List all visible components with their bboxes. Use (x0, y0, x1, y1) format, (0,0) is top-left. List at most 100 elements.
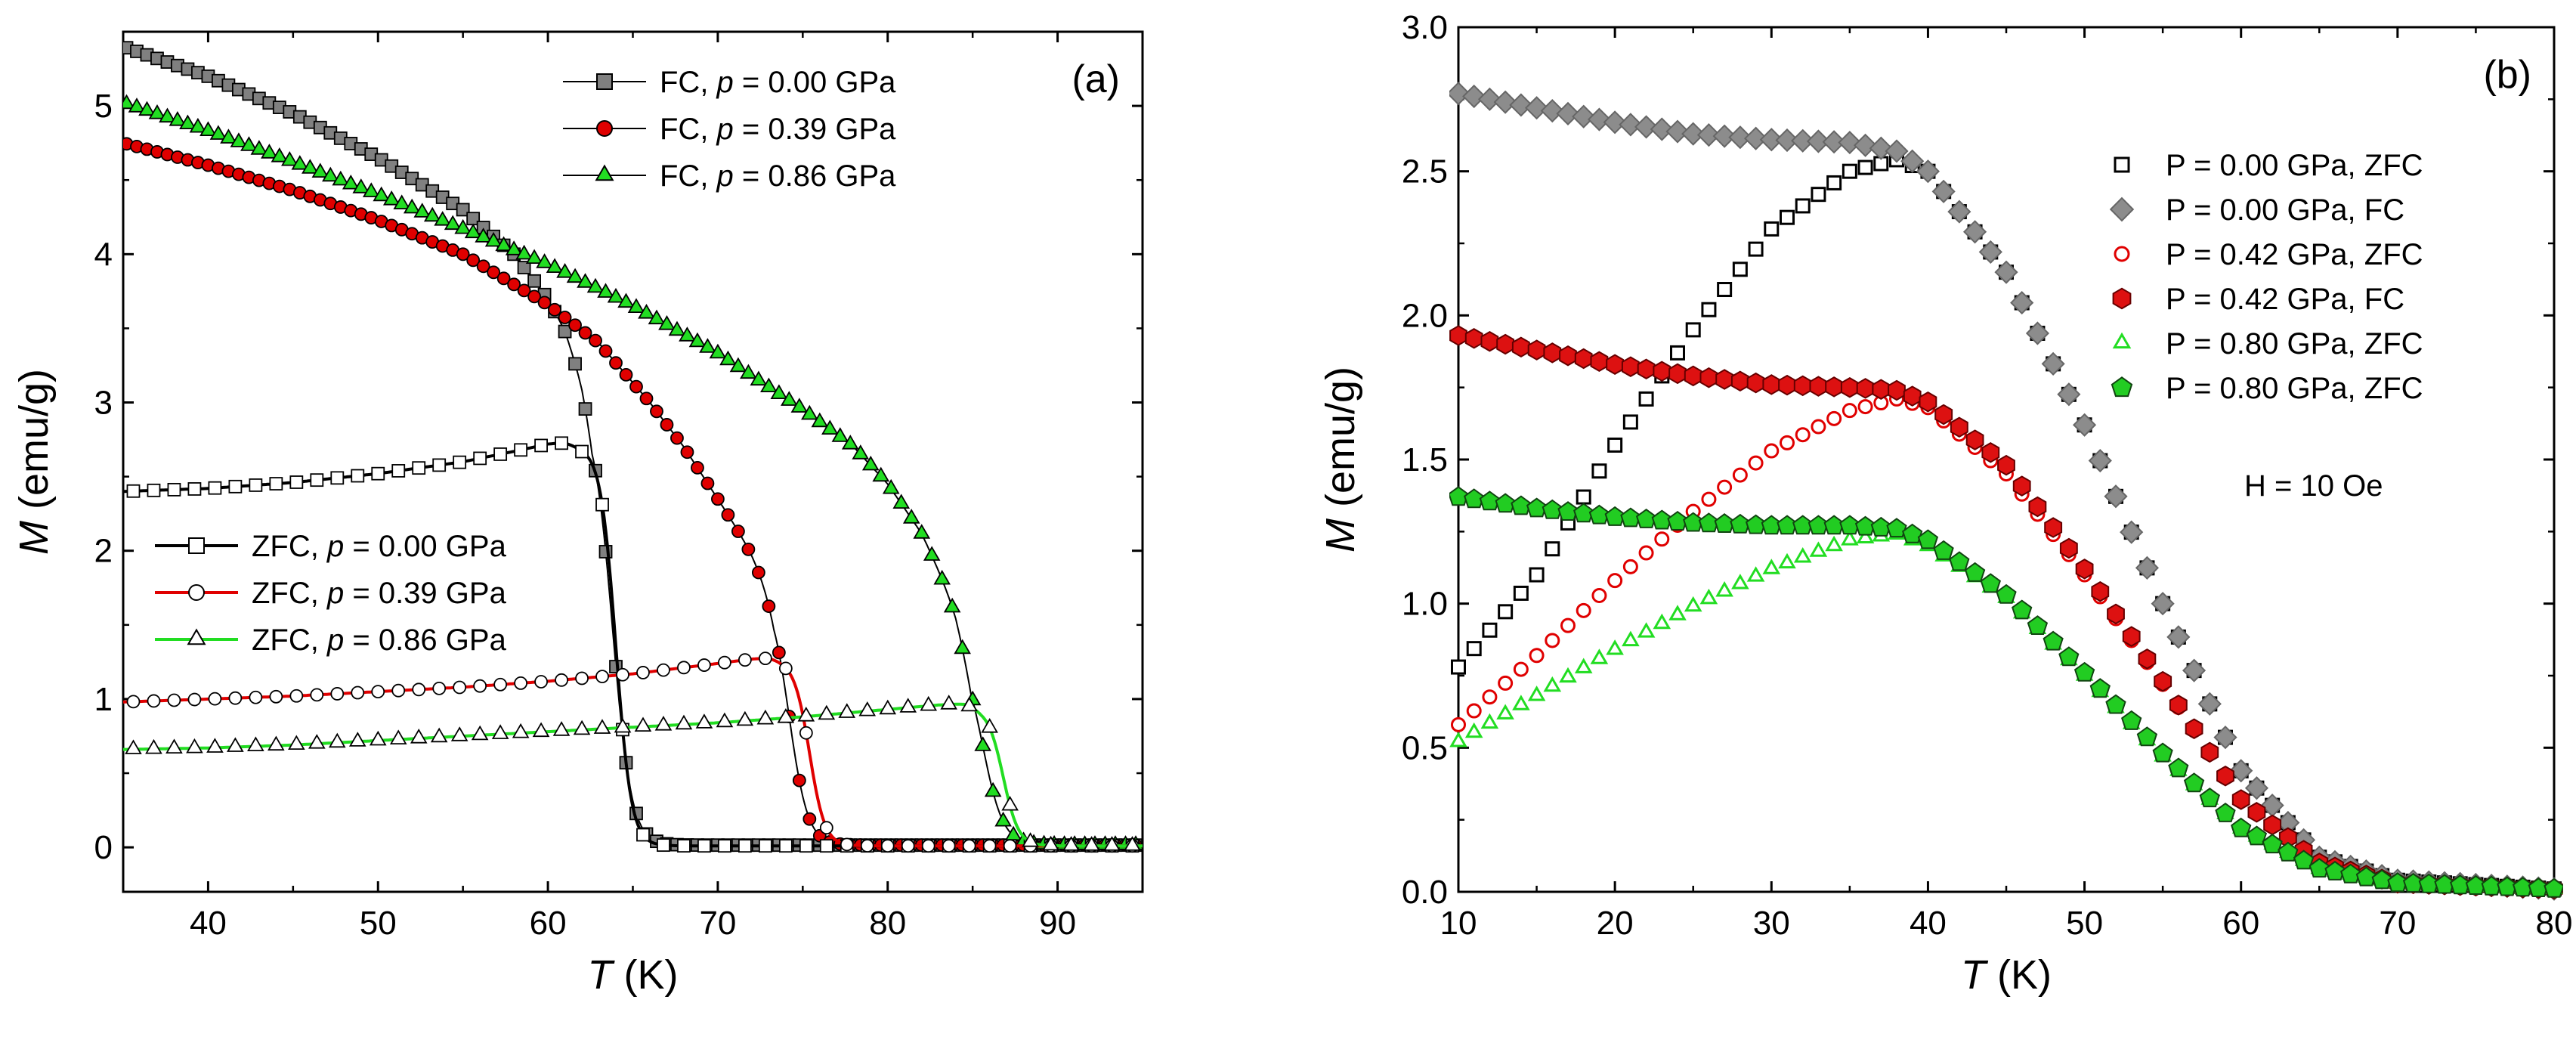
b-data-point-b_fc1 (2075, 559, 2094, 580)
b-data-point-b_zfc0 (1591, 463, 1607, 479)
b-data-point-b_fc0 (1916, 159, 1941, 184)
b-data-point-b_fc1 (2231, 789, 2250, 810)
b-data-point-b_zfc2 (1715, 580, 1733, 597)
b-data-point-b_fc0 (2135, 555, 2160, 580)
b-data-point-b_fc0 (1509, 93, 1533, 117)
b-data-point-b_zfc0 (1622, 414, 1638, 430)
a-data-point-zfc1 (187, 692, 202, 707)
a-data-point-zfc1 (575, 671, 589, 685)
b-data-point-b_fc2 (1604, 506, 1625, 526)
b-data-point-b_fc1 (1872, 379, 1891, 400)
a-data-point-fc2 (271, 147, 289, 162)
a-data-point-zfc1 (126, 695, 141, 709)
a-legend-label-fc1: FC, p = 0.39 GPa (660, 113, 896, 146)
b-data-point-b_fc1 (1746, 372, 1765, 394)
a-data-point-fc2 (189, 117, 207, 133)
b-data-point-b_fc2 (2324, 860, 2346, 880)
a-data-point-fc2 (597, 283, 614, 298)
b-data-point-b_fc1 (1449, 325, 1467, 346)
a-data-point-zfc2 (960, 696, 978, 712)
b-data-point-b_zfc2 (1590, 648, 1609, 664)
b-data-point-b_zfc1 (1498, 675, 1514, 691)
a-data-point-fc2 (994, 811, 1012, 827)
a-data-point-zfc2 (675, 714, 693, 730)
b-xtick-label: 50 (2066, 905, 2103, 942)
a-data-point-fc0 (456, 203, 470, 217)
b-data-point-b_fc1 (1606, 354, 1625, 375)
a-data-point-zfc2 (1001, 796, 1019, 811)
b-data-point-b_fc0 (1712, 124, 1736, 148)
b-data-point-b_fc1 (1590, 351, 1609, 373)
a-data-point-zfc0 (738, 839, 752, 853)
b-data-point-b_fc2 (2278, 841, 2299, 862)
b-data-point-b_fc1 (2185, 718, 2203, 739)
a-data-point-zfc1 (391, 683, 406, 698)
a-data-point-fc2 (484, 231, 503, 247)
b-data-point-b_fc0 (1603, 110, 1627, 135)
a-data-point-fc0 (517, 261, 531, 274)
b-data-point-b_fc0 (1572, 104, 1596, 128)
b-data-point-b_fc2 (1479, 491, 1501, 511)
b-legend-marker-b_zfc2 (2112, 332, 2132, 349)
b-data-point-b_fc1 (2169, 695, 2188, 716)
a-data-point-fc2 (852, 444, 870, 460)
a-data-point-zfc1 (738, 653, 752, 667)
a-data-point-zfc2 (797, 706, 815, 722)
a-data-point-fc1 (772, 645, 786, 660)
a-data-point-fc2 (943, 597, 961, 613)
b-data-point-b_zfc2 (1762, 559, 1781, 574)
b-xtick-label: 60 (2222, 905, 2259, 942)
a-data-point-fc2 (393, 194, 411, 210)
a-data-point-fc2 (892, 494, 911, 509)
a-data-point-fc1 (609, 356, 623, 370)
b-data-point-b_zfc0 (1780, 209, 1795, 225)
a-data-point-zfc1 (412, 682, 426, 697)
a-data-point-zfc2 (369, 730, 387, 746)
a-ytick-label: 2 (94, 533, 113, 570)
a-legend-marker-zfc2 (187, 628, 206, 645)
a-data-point-fc2 (525, 249, 543, 265)
a-data-point-zfc2 (328, 732, 346, 748)
b-data-point-b_fc2 (1511, 495, 1532, 515)
b-data-point-b_fc2 (1933, 540, 1954, 560)
b-legend-marker-b_fc2 (2111, 376, 2133, 398)
b-data-point-b_zfc1 (1780, 435, 1795, 450)
a-data-point-zfc0 (799, 839, 813, 853)
a-data-point-fc2 (332, 170, 350, 186)
b-data-point-b_zfc2 (1606, 639, 1624, 655)
a-data-point-zfc2 (879, 699, 897, 715)
a-data-point-zfc1 (1003, 839, 1017, 853)
a-data-point-fc2 (281, 151, 298, 166)
b-data-point-b_fc1 (2044, 517, 2063, 538)
b-data-point-b_zfc1 (1748, 455, 1764, 471)
a-data-point-fc2 (740, 364, 757, 379)
a-data-point-zfc0 (473, 451, 487, 466)
a-data-point-fc2 (261, 144, 278, 159)
b-xtick-label: 40 (1910, 905, 1947, 942)
b-data-point-b_fc0 (2088, 448, 2112, 473)
a-data-point-zfc2 (858, 701, 877, 716)
a-data-point-fc2 (159, 107, 176, 123)
a-data-point-zfc1 (758, 651, 772, 666)
a-data-point-zfc1 (616, 667, 629, 682)
a-data-point-zfc0 (269, 477, 283, 491)
a-data-point-zfc0 (371, 466, 385, 481)
b-data-point-b_zfc1 (1622, 559, 1638, 574)
a-data-point-fc2 (444, 215, 462, 231)
b-ytick-label: 0.0 (1402, 874, 1448, 911)
b-data-point-b_zfc0 (1717, 282, 1733, 298)
b-data-point-b_zfc1 (1654, 531, 1670, 547)
b-data-point-b_fc2 (1949, 551, 1970, 571)
b-legend-label-b_zfc0: P = 0.00 GPa, ZFC (2166, 149, 2423, 182)
b-data-point-b_fc0 (1869, 136, 1893, 160)
b-data-point-b_fc2 (1620, 507, 1641, 528)
a-data-point-zfc1 (514, 676, 528, 690)
b-data-point-b_zfc0 (1638, 391, 1654, 407)
b-data-point-b_fc2 (2073, 661, 2095, 682)
b-data-point-b_zfc2 (1793, 546, 1812, 563)
a-data-point-zfc2 (288, 735, 305, 750)
a-data-point-fc1 (680, 445, 694, 460)
b-legend-label-b_zfc1: P = 0.42 GPa, ZFC (2166, 238, 2423, 271)
a-data-point-fc2 (148, 104, 166, 119)
